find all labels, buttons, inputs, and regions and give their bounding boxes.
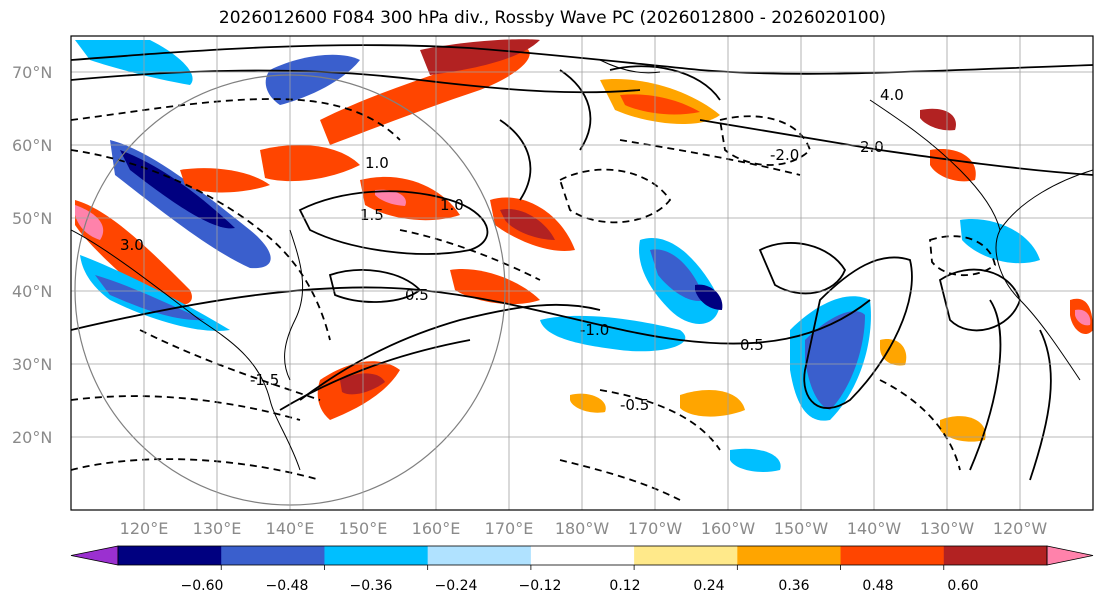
lon-label: 180°W: [555, 519, 610, 538]
contour-label: 1.5: [360, 206, 384, 224]
lon-label: 150°W: [774, 519, 829, 538]
colorbar-segment: [324, 546, 429, 565]
contour-label: 1.0: [365, 154, 389, 172]
lon-label: 170°W: [628, 519, 683, 538]
lon-label: 140°E: [266, 519, 315, 538]
contour-label: -2.0: [770, 146, 799, 164]
lon-label: 150°E: [339, 519, 388, 538]
lat-label: 50°N: [12, 209, 52, 228]
colorbar-tick-label: 0.60: [947, 578, 978, 594]
colorbar-ticks: −0.60 −0.48 −0.36 −0.24 −0.12 0.12 0.24 …: [181, 578, 979, 594]
colorbar-extend-max: [1046, 545, 1094, 566]
colorbar-segment: [634, 546, 738, 565]
colorbar-tick-label: 0.12: [609, 578, 640, 594]
longitude-labels: 120°E 130°E 140°E 150°E 160°E 170°E 180°…: [120, 519, 1048, 538]
colorbar-tick-label: −0.36: [350, 578, 393, 594]
colorbar-segment: [118, 546, 222, 565]
lon-label: 130°W: [920, 519, 975, 538]
contour-label: 0.5: [740, 336, 764, 354]
lon-label: 130°E: [193, 519, 242, 538]
colorbar-tick-label: 0.24: [693, 578, 724, 594]
pc-contours-dashed: [71, 98, 996, 501]
colorbar-segment: [943, 546, 1048, 565]
colorbar-segment: [737, 546, 842, 565]
lon-label: 170°E: [485, 519, 534, 538]
colorbar-tick-label: −0.12: [519, 578, 562, 594]
coastlines: [71, 59, 1093, 471]
colorbar-segment: [427, 546, 532, 565]
contour-label: 3.0: [120, 236, 144, 254]
contour-label: -1.5: [250, 371, 279, 389]
latitude-labels: 20°N 30°N 40°N 50°N 60°N 70°N: [12, 63, 52, 447]
lon-label: 160°E: [412, 519, 461, 538]
colorbar-tick-label: 0.36: [778, 578, 809, 594]
contour-label: 4.0: [880, 86, 904, 104]
divergence-shading: [75, 39, 1093, 472]
contour-label: -1.0: [580, 321, 609, 339]
colorbar-tick-label: −0.24: [435, 578, 478, 594]
contour-labels: -0.5 1.0 1.5 2.0 -1.0 0.5 4.0 -2.0 -1.5 …: [120, 86, 904, 414]
contour-label: -0.5: [620, 396, 649, 414]
colorbar-extend-min: [70, 545, 119, 566]
map-panel: -0.5 1.0 1.5 2.0 -1.0 0.5 4.0 -2.0 -1.5 …: [70, 35, 1094, 511]
lat-label: 70°N: [12, 63, 52, 82]
colorbar-tick-label: −0.48: [266, 578, 309, 594]
pc-contours: [71, 44, 1093, 481]
contour-label: 0.5: [405, 286, 429, 304]
colorbar-segment: [530, 546, 635, 565]
lat-label: 60°N: [12, 136, 52, 155]
gridlines: [71, 36, 1093, 510]
lat-label: 40°N: [12, 282, 52, 301]
colorbar: [70, 545, 1094, 570]
lat-label: 30°N: [12, 355, 52, 374]
lon-label: 120°W: [993, 519, 1048, 538]
contour-label: 2.0: [860, 138, 884, 156]
colorbar-frame: [117, 545, 1048, 566]
map-title: 2026012600 F084 300 hPa div., Rossby Wav…: [218, 8, 887, 28]
colorbar-segment: [840, 546, 945, 565]
contour-label: 1.0: [440, 196, 464, 214]
lon-label: 120°E: [120, 519, 169, 538]
lon-label: 160°W: [701, 519, 756, 538]
colorbar-tick-label: 0.48: [862, 578, 893, 594]
lat-label: 20°N: [12, 428, 52, 447]
colorbar-segment: [221, 546, 325, 565]
lon-label: 140°W: [847, 519, 902, 538]
colorbar-tick-label: −0.60: [181, 578, 224, 594]
